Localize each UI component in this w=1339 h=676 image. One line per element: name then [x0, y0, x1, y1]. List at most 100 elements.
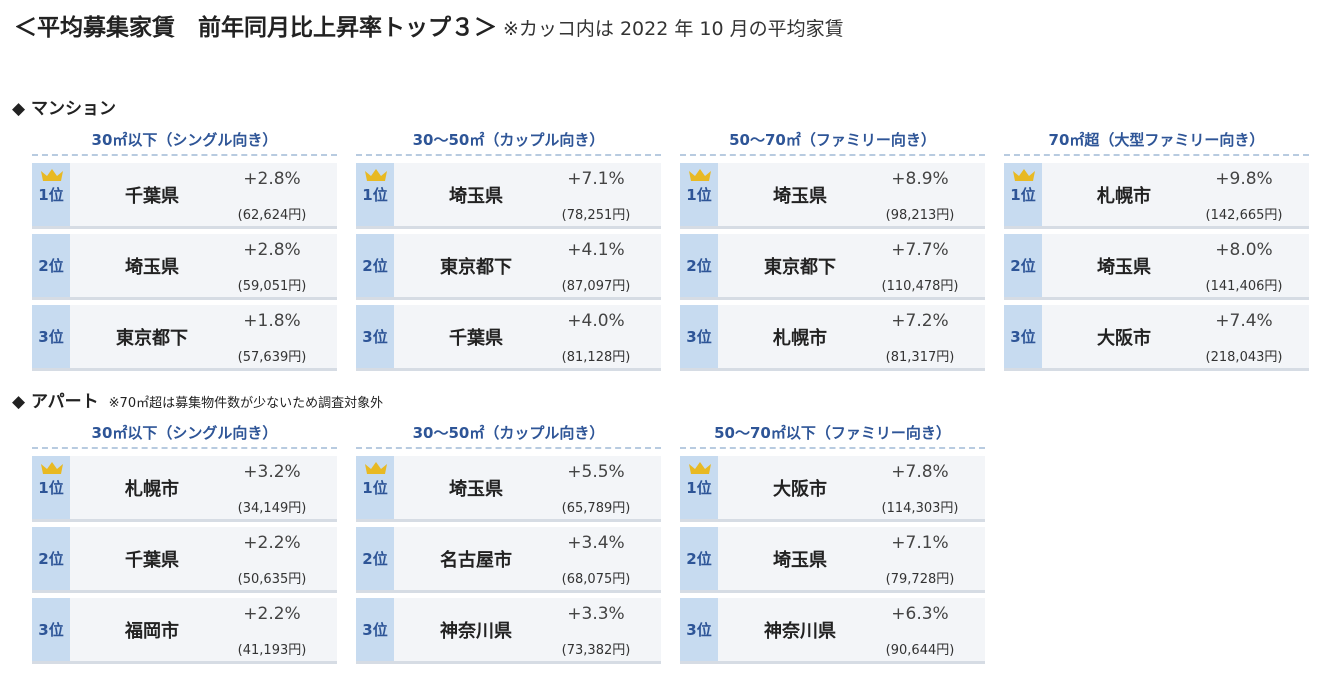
rank-row: 2位 埼玉県 +7.1% (79,728円) [680, 527, 985, 593]
change-rate: +3.2% [243, 462, 301, 482]
rank-label: 2位 [356, 527, 394, 590]
rank-label: 2位 [356, 234, 394, 297]
average-rent: (41,193円) [237, 643, 307, 658]
change-rate: +2.8% [243, 169, 301, 189]
average-rent: (141,406円) [1205, 279, 1283, 294]
crown-shape [689, 462, 711, 474]
section-title-text: ◆ マンション [12, 99, 116, 119]
area-name: 神奈川県 [440, 620, 512, 642]
rank-label: 1位 [356, 163, 394, 226]
title-note: ※カッコ内は 2022 年 10 月の平均家賃 [503, 18, 844, 40]
area-name: 札幌市 [125, 478, 179, 500]
rank-label: 2位 [32, 234, 70, 297]
average-rent: (62,624円) [237, 208, 307, 223]
crown-icon [41, 169, 63, 181]
crown-shape [41, 169, 63, 181]
rank-label: 3位 [32, 305, 70, 368]
rank-label: 2位 [32, 527, 70, 590]
rank-label: 2位 [680, 527, 718, 590]
area-name: 札幌市 [773, 327, 827, 349]
area-name: 神奈川県 [764, 620, 836, 642]
average-rent: (68,075円) [561, 572, 631, 587]
group-heading: 50〜70㎡（ファミリー向き） [680, 129, 985, 156]
change-rate: +2.2% [243, 604, 301, 624]
rank-label: 2位 [1004, 234, 1042, 297]
rank-label: 3位 [1004, 305, 1042, 368]
crown-icon [365, 462, 387, 474]
rank-label: 3位 [680, 305, 718, 368]
rank-label: 3位 [32, 598, 70, 661]
rank-row: 1位 埼玉県 +5.5% (65,789円) [356, 456, 661, 522]
rank-row: 3位 東京都下 +1.8% (57,639円) [32, 305, 337, 371]
rank-row: 1位 千葉県 +2.8% (62,624円) [32, 163, 337, 229]
area-name: 札幌市 [1097, 185, 1151, 207]
change-rate: +7.4% [1215, 311, 1273, 331]
section-title: ◆ マンション [12, 94, 116, 119]
rank-row: 2位 千葉県 +2.2% (50,635円) [32, 527, 337, 593]
change-rate: +7.1% [891, 533, 949, 553]
rank-label: 1位 [32, 163, 70, 226]
rank-row: 1位 大阪市 +7.8% (114,303円) [680, 456, 985, 522]
average-rent: (142,665円) [1205, 208, 1283, 223]
crown-icon [1013, 169, 1035, 181]
group-heading: 30㎡以下（シングル向き） [32, 129, 337, 156]
title-text: ＜平均募集家賃 前年同月比上昇率トップ３＞ [14, 15, 497, 41]
change-rate: +2.8% [243, 240, 301, 260]
rank-row: 1位 札幌市 +9.8% (142,665円) [1004, 163, 1309, 229]
change-rate: +4.0% [567, 311, 625, 331]
area-name: 大阪市 [1097, 327, 1151, 349]
area-name: 福岡市 [125, 620, 179, 642]
area-name: 東京都下 [116, 327, 188, 349]
rank-row: 3位 神奈川県 +3.3% (73,382円) [356, 598, 661, 664]
rank-label: 3位 [680, 598, 718, 661]
rank-row: 1位 札幌市 +3.2% (34,149円) [32, 456, 337, 522]
area-name: 埼玉県 [449, 478, 503, 500]
rank-row: 3位 神奈川県 +6.3% (90,644円) [680, 598, 985, 664]
rank-label: 1位 [680, 163, 718, 226]
average-rent: (81,128円) [561, 350, 631, 365]
crown-shape [365, 169, 387, 181]
change-rate: +6.3% [891, 604, 949, 624]
crown-shape [689, 169, 711, 181]
rank-row: 2位 埼玉県 +8.0% (141,406円) [1004, 234, 1309, 300]
average-rent: (78,251円) [561, 208, 631, 223]
average-rent: (57,639円) [237, 350, 307, 365]
rank-row: 3位 千葉県 +4.0% (81,128円) [356, 305, 661, 371]
rank-row: 1位 埼玉県 +7.1% (78,251円) [356, 163, 661, 229]
rank-row: 2位 東京都下 +7.7% (110,478円) [680, 234, 985, 300]
change-rate: +7.7% [891, 240, 949, 260]
rank-row: 1位 埼玉県 +8.9% (98,213円) [680, 163, 985, 229]
change-rate: +5.5% [567, 462, 625, 482]
area-name: 埼玉県 [773, 185, 827, 207]
rank-row: 3位 札幌市 +7.2% (81,317円) [680, 305, 985, 371]
crown-shape [1013, 169, 1035, 181]
group-heading: 30㎡以下（シングル向き） [32, 422, 337, 449]
crown-shape [41, 462, 63, 474]
section-title-text: ◆ アパート [12, 392, 99, 412]
crown-icon [689, 462, 711, 474]
average-rent: (65,789円) [561, 501, 631, 516]
rank-label: 3位 [356, 305, 394, 368]
rank-label: 3位 [356, 598, 394, 661]
average-rent: (110,478円) [881, 279, 959, 294]
area-name: 千葉県 [125, 185, 179, 207]
group-heading: 50〜70㎡以下（ファミリー向き） [680, 422, 985, 449]
rank-label: 1位 [1004, 163, 1042, 226]
average-rent: (87,097円) [561, 279, 631, 294]
area-name: 埼玉県 [773, 549, 827, 571]
change-rate: +3.4% [567, 533, 625, 553]
area-name: 埼玉県 [1097, 256, 1151, 278]
area-name: 東京都下 [440, 256, 512, 278]
rank-row: 3位 福岡市 +2.2% (41,193円) [32, 598, 337, 664]
change-rate: +2.2% [243, 533, 301, 553]
rank-label: 1位 [32, 456, 70, 519]
change-rate: +1.8% [243, 311, 301, 331]
average-rent: (81,317円) [885, 350, 955, 365]
change-rate: +4.1% [567, 240, 625, 260]
change-rate: +8.9% [891, 169, 949, 189]
rank-label: 1位 [680, 456, 718, 519]
section-title: ◆ アパート ※70㎡超は募集物件数が少ないため調査対象外 [12, 387, 383, 412]
change-rate: +7.8% [891, 462, 949, 482]
change-rate: +3.3% [567, 604, 625, 624]
